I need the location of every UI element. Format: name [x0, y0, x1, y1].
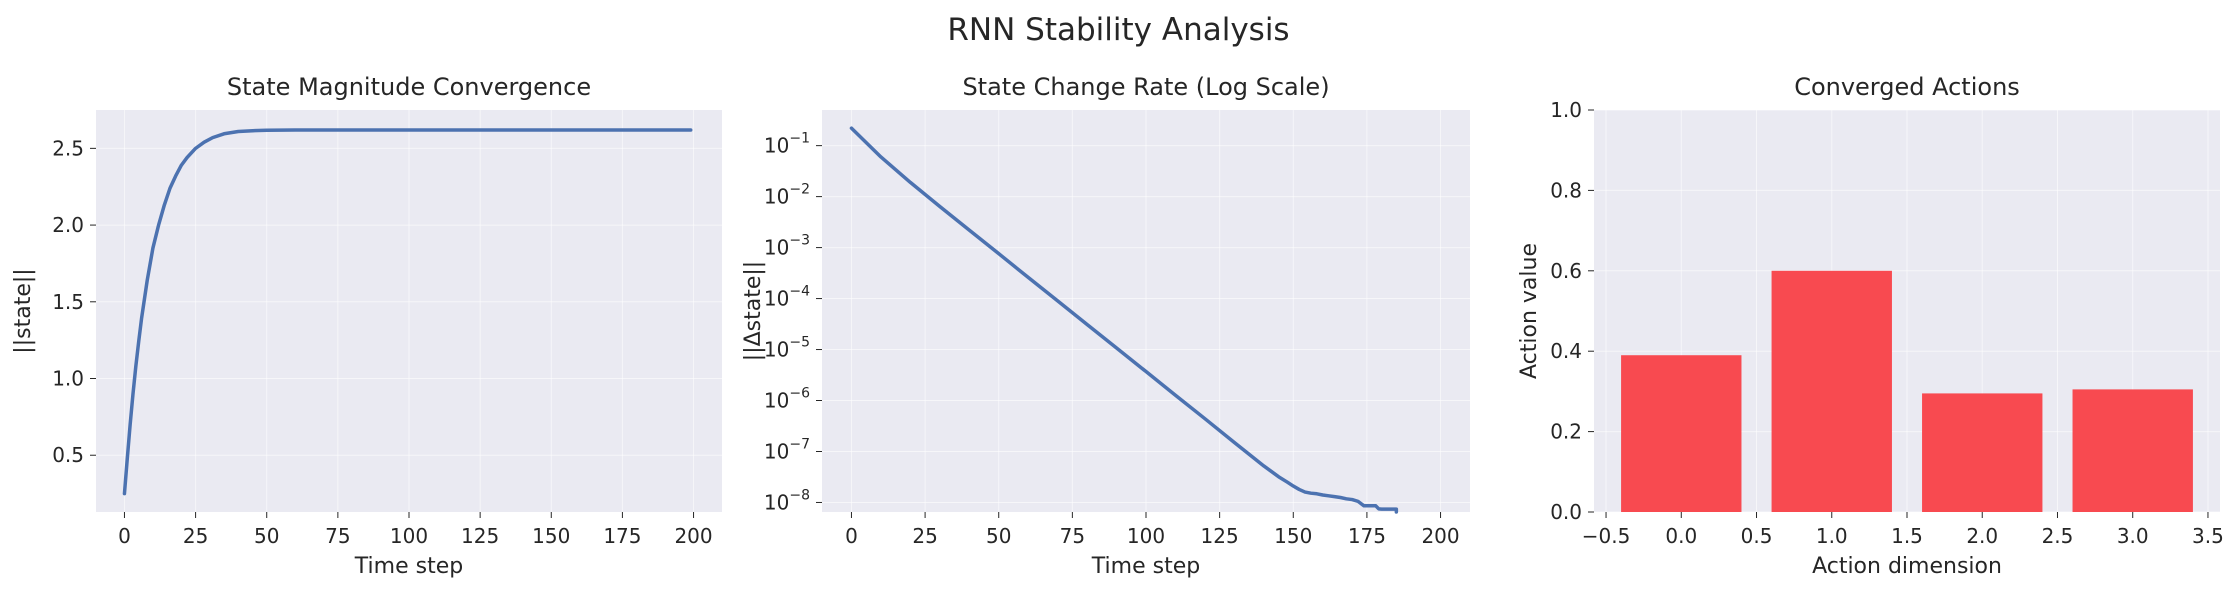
series-marks [122, 128, 693, 496]
gridlines [96, 110, 722, 512]
y-tick-label: 2.5 [52, 136, 84, 160]
bar-2 [1922, 393, 2043, 512]
x-tick-label: −0.5 [1582, 524, 1631, 548]
y-tick-label: 10−5 [764, 335, 810, 362]
y-tick-label: 1.0 [52, 367, 84, 391]
y-tick-label: 10−6 [764, 386, 810, 413]
y-tick-label: 10−7 [764, 436, 810, 463]
y-tick-label: 0.0 [1550, 500, 1582, 524]
plot-title: State Magnitude Convergence [227, 73, 591, 101]
x-axis-label: Time step [1091, 554, 1200, 579]
x-tick-label: 100 [1127, 524, 1165, 548]
figure-suptitle: RNN Stability Analysis [947, 12, 1289, 48]
y-tick-label: 10−3 [764, 233, 810, 260]
y-axis-label: ||state|| [11, 268, 36, 353]
x-tick-label: 1.5 [1891, 524, 1923, 548]
x-axis-label: Time step [354, 554, 463, 579]
x-tick-label: 0.0 [1665, 524, 1697, 548]
x-tick-label: 2.0 [1966, 524, 1998, 548]
plot-converged-actions: −0.5 0.0 0.5 1.0 1.5 2.0 2.5 3.0 3.50.00.20.40.6… [1517, 73, 2224, 579]
x-tick-label: 0.5 [1741, 524, 1773, 548]
bar-1 [1771, 270, 1892, 512]
x-tick-label: 25 [183, 524, 208, 548]
y-tick-label: 0.6 [1550, 259, 1582, 283]
y-tick-label: 1.0 [1550, 98, 1582, 122]
x-tick-label: 200 [674, 524, 712, 548]
x-tick-label: 50 [986, 524, 1011, 548]
plot-title: Converged Actions [1794, 73, 2020, 101]
plot-title: State Change Rate (Log Scale) [962, 73, 1329, 101]
x-tick-label: 1.0 [1816, 524, 1848, 548]
x-tick-label: 75 [325, 524, 350, 548]
x-tick-label: 0 [118, 524, 131, 548]
ticks: −0.5 0.0 0.5 1.0 1.5 2.0 2.5 3.0 3.50.00.20.40.6… [1550, 98, 2224, 548]
bar-marks [1621, 270, 2193, 512]
series-marks [849, 126, 1399, 514]
x-tick-label: 25 [912, 524, 937, 548]
x-tick-label: 150 [532, 524, 570, 548]
series-line [849, 126, 1399, 514]
x-tick-label: 100 [390, 524, 428, 548]
x-axis-label: Action dimension [1812, 554, 2002, 579]
y-axis-label: Action value [1517, 243, 1542, 379]
y-tick-label: 0.2 [1550, 420, 1582, 444]
y-tick-label: 1.5 [52, 290, 84, 314]
x-tick-label: 0 [845, 524, 858, 548]
y-tick-label: 10−1 [764, 131, 810, 158]
x-tick-label: 125 [461, 524, 499, 548]
y-axis-label: ||Δstate|| [741, 261, 766, 361]
y-tick-label: 0.8 [1550, 178, 1582, 202]
x-tick-label: 175 [603, 524, 641, 548]
series-line [122, 128, 693, 496]
x-tick-label: 50 [254, 524, 279, 548]
gridlines [822, 110, 1470, 512]
x-tick-label: 200 [1421, 524, 1459, 548]
plot-state-change-rate: 0 25 50 75 100 125 150 175 200 10−8 10−7 10−6 10−5 10… [741, 73, 1470, 579]
x-tick-label: 3.5 [2192, 524, 2224, 548]
y-tick-label: 2.0 [52, 213, 84, 237]
ticks: 0 25 50 75 100 125 150 175 200 0.5 1.0 1.5 2.0 2.5 [52, 136, 712, 548]
y-tick-label: 10−4 [764, 284, 810, 311]
bar-3 [2072, 389, 2193, 512]
bar-0 [1621, 355, 1742, 512]
x-tick-label: 75 [1060, 524, 1085, 548]
x-tick-label: 150 [1274, 524, 1312, 548]
y-tick-label: 0.4 [1550, 339, 1582, 363]
x-tick-label: 175 [1348, 524, 1386, 548]
x-tick-label: 125 [1201, 524, 1239, 548]
x-tick-label: 2.5 [2042, 524, 2074, 548]
plot-state-magnitude: 0 25 50 75 100 125 150 175 200 0.5 1.0 1.5 2.0 2.5 St… [11, 73, 722, 579]
y-tick-label: 10−8 [764, 487, 810, 514]
y-tick-label: 0.5 [52, 443, 84, 467]
y-tick-label: 10−2 [764, 182, 810, 209]
x-tick-label: 3.0 [2117, 524, 2149, 548]
